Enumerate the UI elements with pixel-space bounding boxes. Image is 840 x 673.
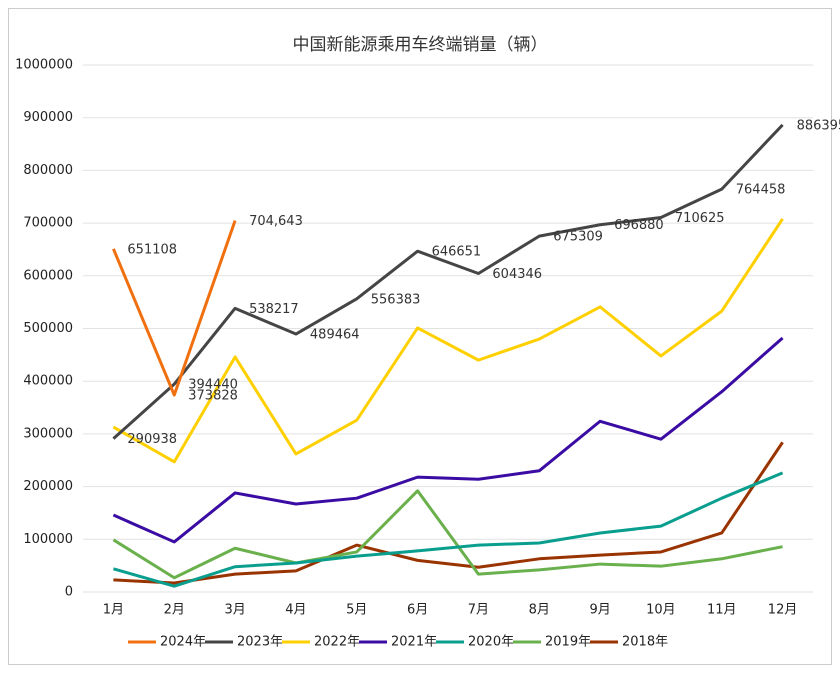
x-tick-label: 6月 xyxy=(407,603,428,618)
x-tick-label: 10月 xyxy=(646,603,676,618)
legend-label: 2024年 xyxy=(160,635,206,650)
x-tick-label: 4月 xyxy=(285,603,306,618)
y-tick-label: 300000 xyxy=(23,426,73,441)
y-tick-label: 900000 xyxy=(23,110,73,125)
legend-label: 2018年 xyxy=(622,635,668,650)
series-line xyxy=(112,489,783,580)
data-label: 696880 xyxy=(614,218,664,233)
x-tick-label: 9月 xyxy=(589,603,610,618)
y-tick-label: 500000 xyxy=(23,321,73,336)
series-line xyxy=(112,336,784,544)
series-line xyxy=(112,220,237,397)
series-line xyxy=(113,471,784,588)
data-label: 704,643 xyxy=(249,214,303,229)
data-label: 646651 xyxy=(432,245,482,260)
y-tick-label: 0 xyxy=(65,585,73,600)
x-tick-label: 7月 xyxy=(468,603,489,618)
y-tick-label: 600000 xyxy=(23,268,73,283)
x-tick-label: 12月 xyxy=(768,603,798,618)
data-label: 764458 xyxy=(736,183,786,198)
data-label: 710625 xyxy=(675,211,725,226)
legend-label: 2020年 xyxy=(468,635,514,650)
data-label: 604346 xyxy=(492,267,542,282)
legend-label: 2021年 xyxy=(391,635,437,650)
data-label: 538217 xyxy=(249,302,299,317)
y-tick-label: 1000000 xyxy=(15,58,73,73)
data-label: 651108 xyxy=(127,242,177,257)
data-label: 489464 xyxy=(310,328,360,343)
data-label: 556383 xyxy=(371,292,421,307)
x-tick-label: 5月 xyxy=(346,603,367,618)
data-label: 886395 xyxy=(797,118,840,133)
x-tick-label: 8月 xyxy=(529,603,550,618)
legend-label: 2019年 xyxy=(545,635,591,650)
data-label: 290938 xyxy=(127,432,177,447)
y-tick-label: 200000 xyxy=(23,479,73,494)
series-line xyxy=(112,218,784,464)
y-tick-label: 800000 xyxy=(23,163,73,178)
data-label: 675309 xyxy=(553,230,603,245)
y-tick-label: 400000 xyxy=(23,374,73,389)
legend-label: 2023年 xyxy=(237,635,283,650)
series-line xyxy=(112,123,784,440)
x-tick-label: 2月 xyxy=(164,603,185,618)
x-tick-label: 1月 xyxy=(103,603,124,618)
x-tick-label: 11月 xyxy=(707,603,737,618)
y-tick-label: 100000 xyxy=(23,532,73,547)
series-line xyxy=(113,441,784,585)
chart-title: 中国新能源乘用车终端销量（辆） xyxy=(293,35,548,55)
data-label: 373828 xyxy=(188,388,238,403)
data-label: 394440 xyxy=(188,378,238,393)
frame xyxy=(8,8,832,665)
legend-label: 2022年 xyxy=(314,635,360,650)
x-tick-label: 3月 xyxy=(224,603,245,618)
y-tick-label: 700000 xyxy=(23,216,73,231)
